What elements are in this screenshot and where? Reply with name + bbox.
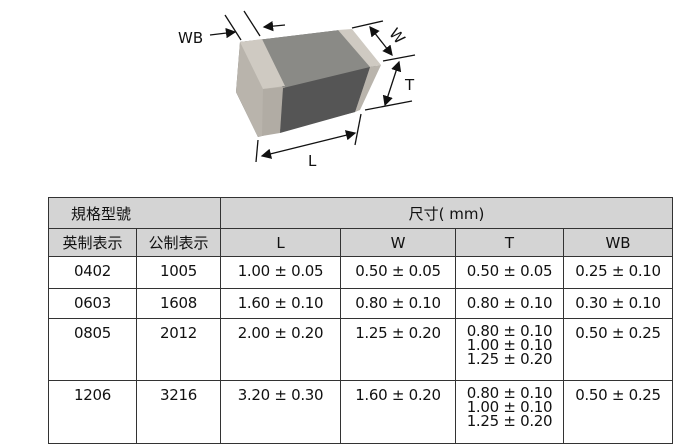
cell-imperial: 1206 (48, 380, 137, 444)
col-metric: 公制表示 (136, 228, 221, 257)
t-value: 1.00 ± 0.10 (466, 398, 553, 416)
cell-metric: 1005 (136, 256, 221, 289)
label-t: T (404, 76, 415, 94)
dims-group-header: 尺寸( mm) (220, 197, 673, 229)
col-wb: WB (563, 228, 673, 257)
cell-l: 3.20 ± 0.30 (220, 380, 341, 444)
col-imperial: 英制表示 (48, 228, 137, 257)
dimension-lines (209, 10, 416, 163)
label-wb: WB (178, 29, 203, 47)
cell-imperial: 0603 (48, 288, 137, 319)
t-value: 0.80 ± 0.10 (466, 384, 553, 402)
cell-imperial: 0805 (48, 318, 137, 381)
t-value: 1.25 ± 0.20 (466, 350, 553, 368)
cell-w: 1.60 ± 0.20 (340, 380, 456, 444)
col-l: L (220, 228, 341, 257)
cell-w: 0.80 ± 0.10 (340, 288, 456, 319)
cell-metric: 3216 (136, 380, 221, 444)
cell-t: 0.80 ± 0.10 1.00 ± 0.10 1.25 ± 0.20 (455, 380, 564, 444)
t-value: 1.25 ± 0.20 (466, 412, 553, 430)
cell-l: 1.00 ± 0.05 (220, 256, 341, 289)
chip-body (236, 29, 381, 137)
cell-t: 0.50 ± 0.05 (455, 256, 564, 289)
chip-capacitor-diagram: WB W T L (178, 10, 416, 170)
label-l: L (308, 152, 317, 170)
table-row: 0805 2012 2.00 ± 0.20 1.25 ± 0.20 0.80 ±… (48, 318, 673, 381)
t-value: 1.00 ± 0.10 (466, 336, 553, 354)
cell-t: 0.80 ± 0.10 1.00 ± 0.10 1.25 ± 0.20 (455, 318, 564, 381)
t-value: 0.80 ± 0.10 (466, 322, 553, 340)
col-t: T (455, 228, 564, 257)
cell-w: 0.50 ± 0.05 (340, 256, 456, 289)
model-group-header: 規格型號 (48, 197, 221, 229)
table-row: 1206 3216 3.20 ± 0.30 1.60 ± 0.20 0.80 ±… (48, 380, 673, 444)
cell-t: 0.80 ± 0.10 (455, 288, 564, 319)
col-w: W (340, 228, 456, 257)
cell-metric: 1608 (136, 288, 221, 319)
label-w: W (385, 25, 408, 48)
cell-wb: 0.30 ± 0.10 (563, 288, 673, 319)
cell-w: 1.25 ± 0.20 (340, 318, 456, 381)
cell-l: 1.60 ± 0.10 (220, 288, 341, 319)
cell-metric: 2012 (136, 318, 221, 381)
cell-wb: 0.50 ± 0.25 (563, 318, 673, 381)
cell-wb: 0.50 ± 0.25 (563, 380, 673, 444)
dimension-table: 規格型號 尺寸( mm) 英制表示 公制表示 L W T WB 0402 100… (48, 197, 673, 444)
table-row: 0402 1005 1.00 ± 0.05 0.50 ± 0.05 0.50 ±… (48, 256, 673, 289)
table-row: 0603 1608 1.60 ± 0.10 0.80 ± 0.10 0.80 ±… (48, 288, 673, 319)
cell-l: 2.00 ± 0.20 (220, 318, 341, 381)
cell-imperial: 0402 (48, 256, 137, 289)
cell-wb: 0.25 ± 0.10 (563, 256, 673, 289)
